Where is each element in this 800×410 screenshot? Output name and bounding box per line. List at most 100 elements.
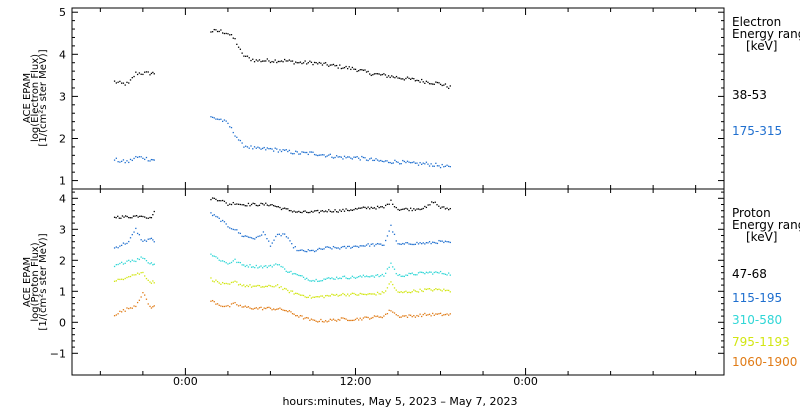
data-point	[324, 210, 327, 212]
data-point	[403, 160, 405, 163]
data-point	[409, 243, 412, 245]
data-point	[210, 277, 212, 279]
data-point	[248, 147, 250, 149]
data-point	[406, 316, 409, 318]
data-point	[443, 314, 445, 316]
data-point	[416, 290, 418, 293]
data-point	[220, 200, 222, 202]
data-point	[424, 243, 426, 245]
data-point	[365, 71, 368, 73]
data-point	[416, 79, 418, 82]
data-point	[138, 258, 141, 261]
data-point	[433, 165, 435, 167]
data-point	[131, 233, 133, 236]
y-tick-label: 0	[59, 316, 66, 329]
data-point	[220, 283, 222, 285]
data-point	[296, 314, 298, 317]
data-point	[353, 68, 355, 70]
data-point	[435, 242, 437, 244]
data-point	[339, 156, 341, 158]
data-point	[403, 243, 405, 245]
data-point	[244, 305, 246, 307]
data-point	[121, 311, 123, 313]
data-point	[439, 83, 442, 86]
data-point	[239, 232, 242, 235]
data-point	[126, 260, 128, 262]
data-point	[364, 245, 366, 247]
data-point	[380, 293, 382, 295]
data-point	[266, 204, 268, 206]
data-point	[312, 296, 314, 298]
data-point	[409, 78, 412, 80]
data-point	[345, 318, 347, 320]
data-point	[421, 243, 423, 245]
data-point	[237, 305, 240, 307]
data-point	[288, 149, 291, 152]
data-point	[438, 82, 440, 84]
data-point	[301, 294, 303, 296]
data-point	[304, 278, 306, 280]
data-point	[402, 159, 404, 162]
data-point	[417, 164, 420, 166]
data-point	[295, 292, 297, 294]
data-point	[142, 215, 144, 218]
data-point	[122, 309, 125, 311]
data-point	[342, 158, 344, 160]
data-point	[236, 43, 238, 45]
y-tick-label: 1	[59, 285, 66, 298]
data-point	[150, 262, 153, 264]
data-point	[332, 294, 335, 296]
proton-panel: −1 0 1 2 3 4 ACE EPAM log(Proton Flux) [1/(cm…	[22, 188, 800, 376]
data-point	[213, 255, 215, 257]
data-point	[436, 313, 439, 315]
data-point	[334, 209, 336, 211]
data-point	[153, 241, 155, 243]
data-point	[221, 260, 224, 262]
data-point	[403, 79, 405, 81]
data-point	[296, 62, 298, 64]
data-point	[288, 310, 291, 312]
data-point	[291, 243, 293, 245]
data-point	[215, 256, 217, 258]
data-point	[268, 205, 270, 207]
data-point	[309, 250, 311, 252]
electron-legend-38-53: 38-53	[732, 88, 767, 102]
data-point	[309, 294, 311, 297]
data-point	[317, 154, 319, 157]
data-point	[133, 75, 135, 78]
data-point	[301, 249, 303, 251]
data-point	[274, 59, 276, 61]
data-point	[449, 85, 451, 87]
data-point	[232, 131, 234, 134]
data-point	[302, 318, 305, 320]
data-point	[133, 231, 135, 233]
data-point	[276, 264, 279, 266]
data-point	[433, 314, 435, 316]
data-point	[254, 203, 256, 205]
data-point	[210, 253, 212, 255]
data-point	[359, 275, 361, 277]
data-point	[386, 235, 389, 237]
data-point	[122, 82, 125, 84]
data-point	[258, 204, 261, 206]
data-point	[121, 244, 123, 247]
proton-legend-title-1: Proton	[732, 206, 771, 220]
data-point	[284, 233, 286, 235]
data-point	[356, 156, 358, 158]
proton-ylabel-2: log(Proton Flux)	[30, 242, 41, 321]
data-point	[376, 274, 379, 276]
data-point	[115, 314, 117, 316]
data-point	[150, 217, 153, 219]
data-point	[296, 274, 298, 276]
data-point	[230, 261, 233, 264]
data-point	[291, 153, 294, 155]
data-point	[272, 150, 275, 152]
data-point	[365, 275, 368, 277]
data-point	[446, 164, 448, 166]
data-point	[138, 299, 141, 301]
data-point	[220, 29, 222, 31]
data-point	[232, 260, 234, 262]
data-point	[258, 266, 261, 268]
data-point	[287, 237, 289, 239]
data-point	[438, 313, 440, 315]
